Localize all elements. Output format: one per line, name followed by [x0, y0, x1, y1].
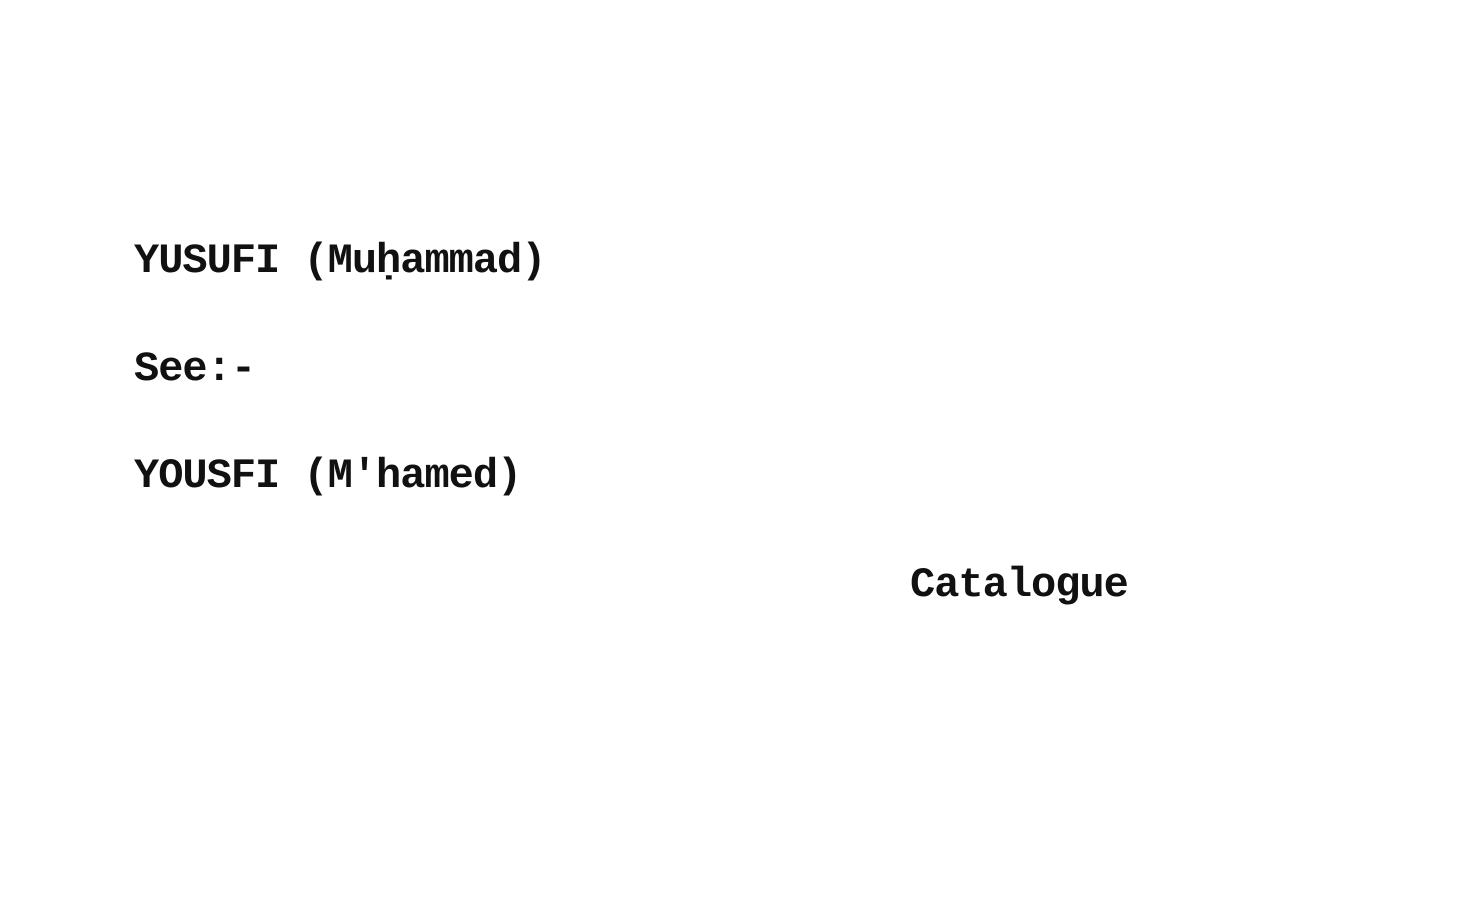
catalogue-label: Catalogue — [910, 561, 1129, 609]
see-label: See:- — [134, 345, 256, 393]
cross-reference: YOUSFI (M'hamed) — [134, 452, 522, 500]
card-heading: YUSUFI (Muḥammad) — [134, 237, 546, 285]
